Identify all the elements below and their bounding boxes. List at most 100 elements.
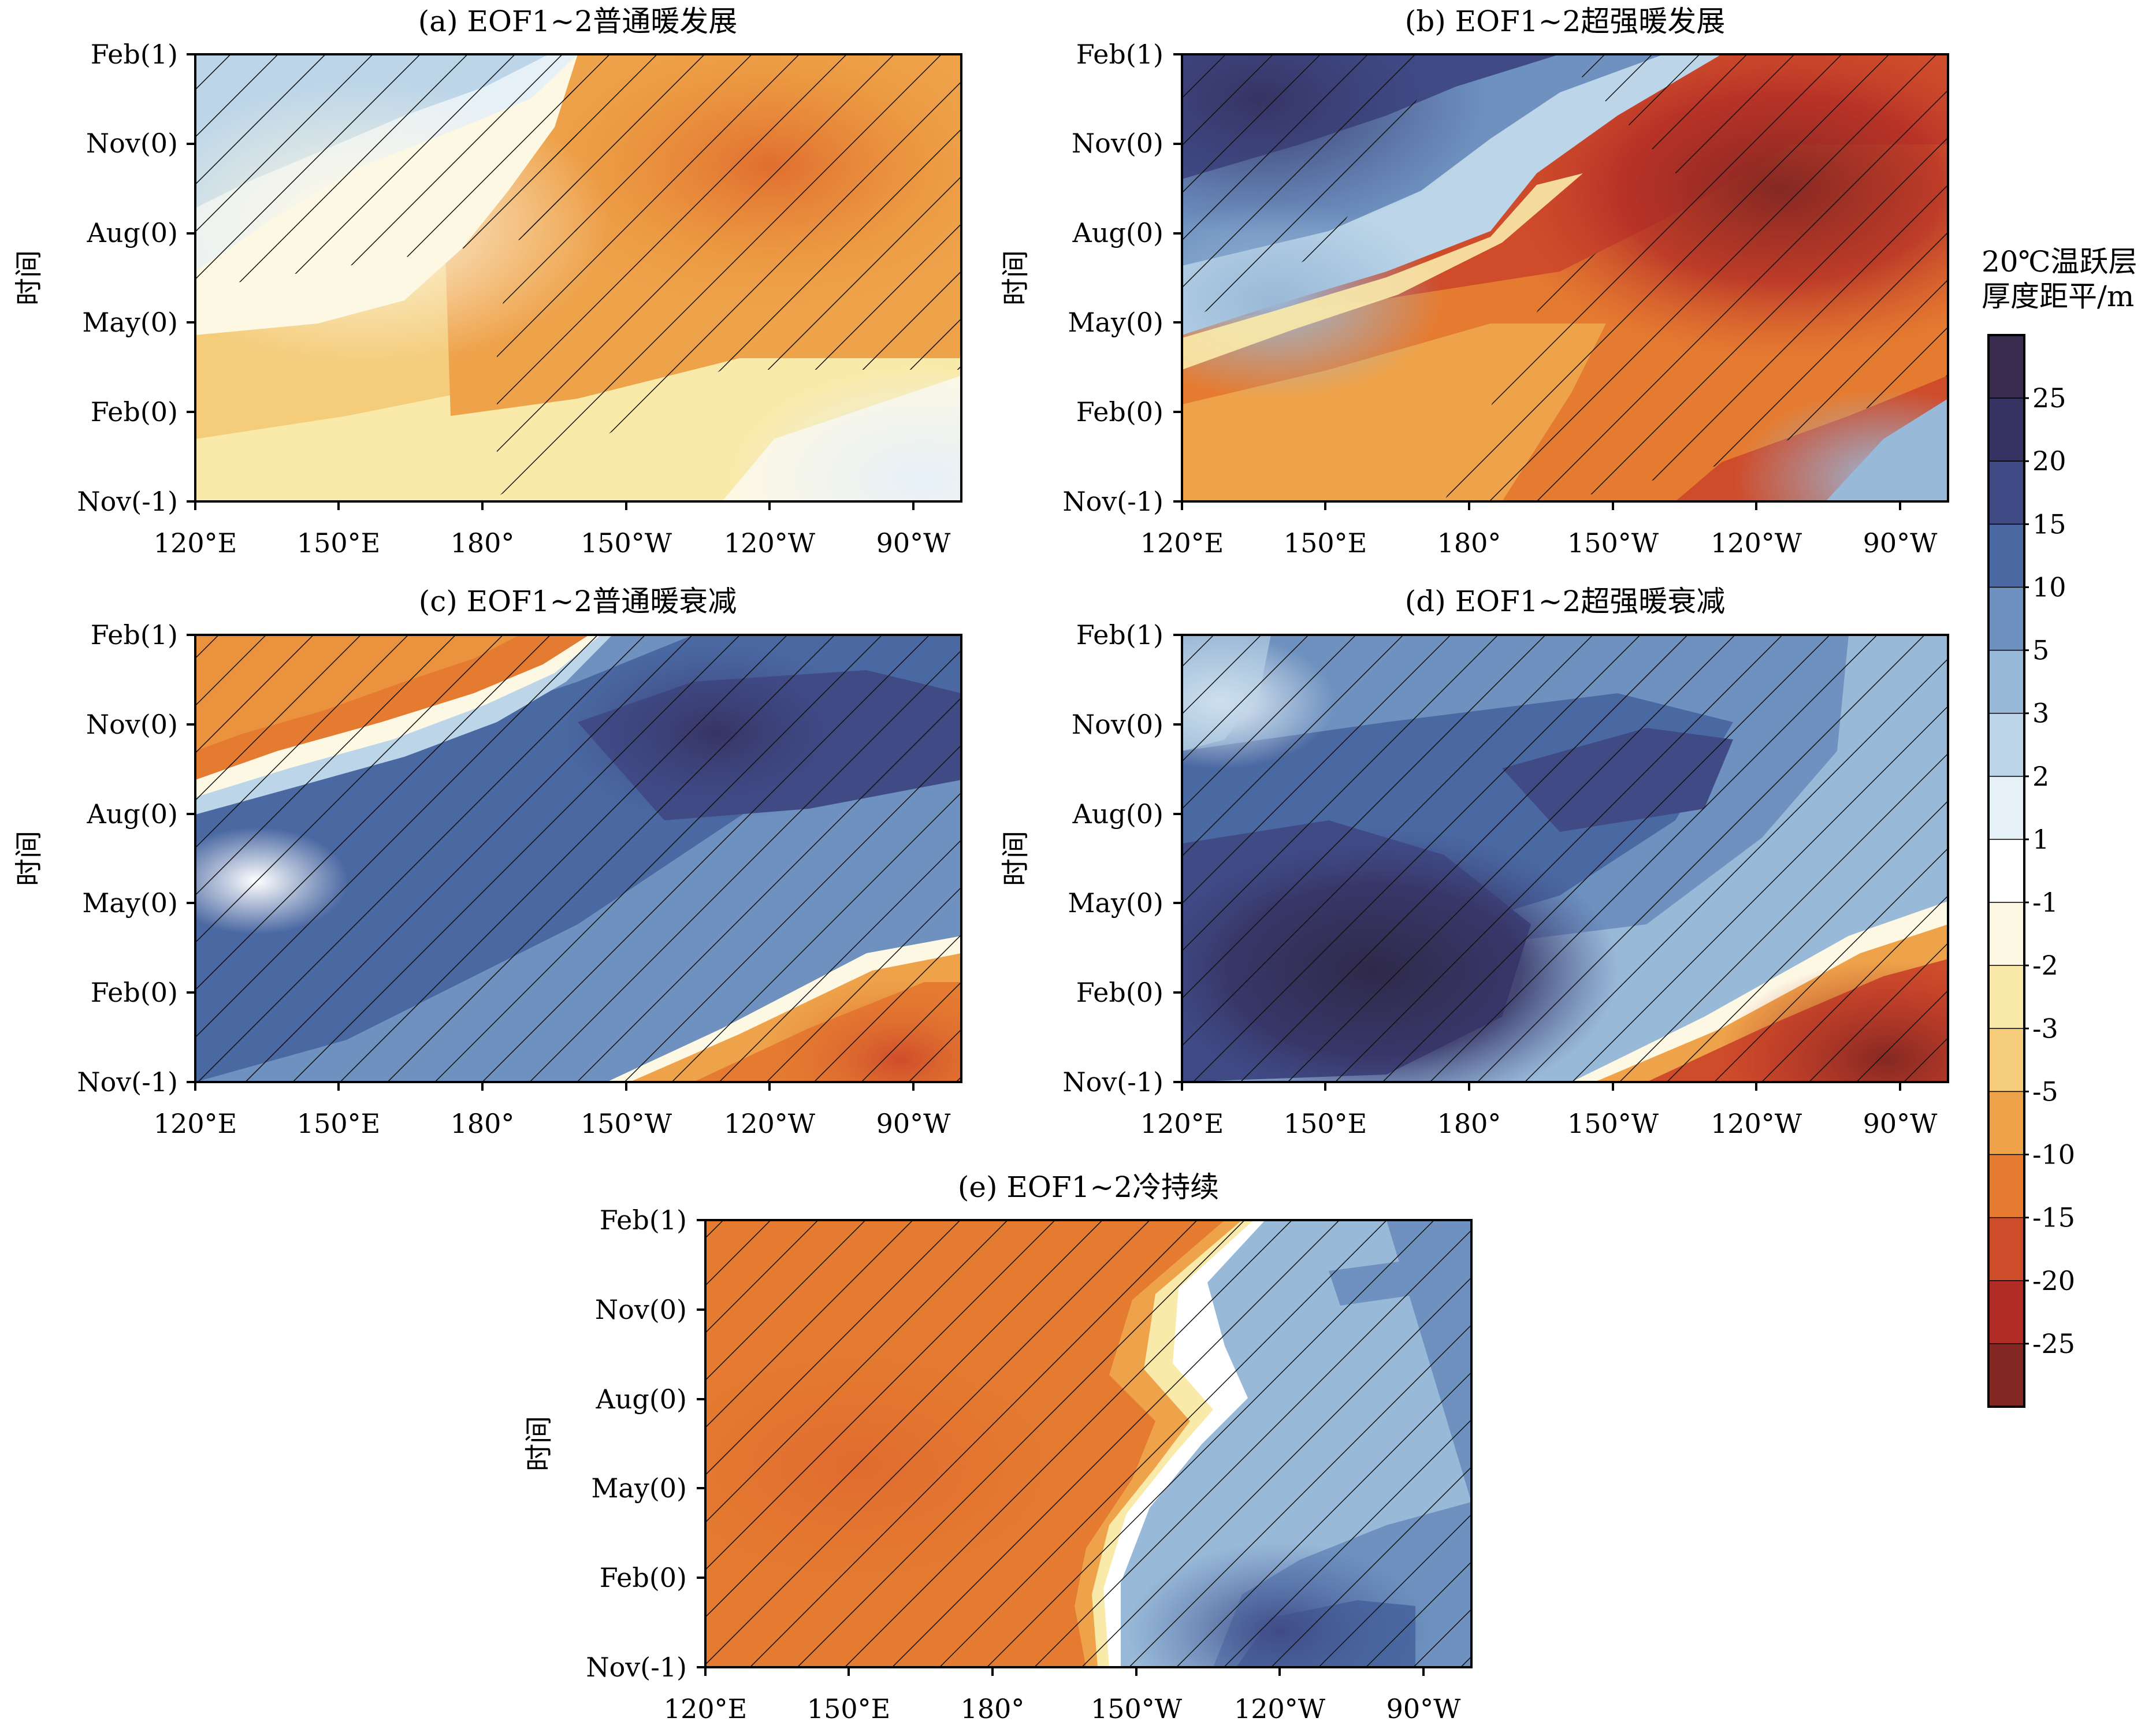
panel-d-ytick: Feb(1) [1076,619,1164,650]
panel-e-xticks: 120°E 150°E 180° 150°W 120°W 90°W [664,1693,1461,1724]
colorbar-level-label: 1 [2032,824,2049,855]
colorbar-swatch [1988,965,2025,1029]
panel-e-ytick: Nov(0) [595,1294,687,1325]
panel-e-ytick: May(0) [591,1473,687,1504]
panel-c-xtick: 180° [451,1108,515,1139]
panel-b-ytick: Feb(0) [1076,396,1164,427]
colorbar-level-label: -20 [2032,1265,2075,1296]
panel-e-ytick: Feb(1) [600,1204,687,1236]
panel-c-ytick: Aug(0) [87,798,178,830]
panel-c-field [195,635,961,1082]
panel-e-yticks: Feb(1) Nov(0) Aug(0) May(0) Feb(0) Nov(-… [586,1204,687,1683]
panel-b-field [1182,54,1948,501]
colorbar-swatch [1988,1091,2025,1155]
panel-a-xticks: 120°E 150°E 180° 150°W 120°W 90°W [154,527,951,559]
panel-d-xtick: 90°W [1863,1108,1938,1139]
colorbar-swatch [1988,397,2025,462]
colorbar-swatch [1988,1217,2025,1282]
panel-e-xtick: 180° [961,1693,1025,1724]
colorbar-level-label: 5 [2032,635,2049,666]
colorbar-swatch [1988,523,2025,588]
colorbar-swatch [1988,649,2025,714]
panel-c-ytick: Nov(0) [86,709,178,740]
panel-a-xtick: 90°W [876,527,951,559]
panel-b-ytick: Nov(0) [1072,128,1164,159]
colorbar-frame [1987,334,2025,1408]
panel-b-tickmarks [1173,53,1901,510]
panel-b-xtick: 120°E [1140,527,1224,559]
colorbar-level-label: 3 [2032,698,2049,729]
panel-e-ytick: Aug(0) [596,1384,687,1415]
panel-a-ylabel: 时间 [13,250,45,306]
panel-a-xtick: 180° [451,527,515,559]
colorbar-swatch [1988,712,2025,778]
panel-b-xtick: 150°E [1284,527,1367,559]
panel-a-xtick: 120°E [154,527,237,559]
colorbar-swatches [1988,334,2025,1408]
panel-a-ytick: May(0) [82,307,178,338]
panel-c-xticks: 120°E 150°E 180° 150°W 120°W 90°W [154,1108,951,1139]
panel-e-field [705,1220,1471,1667]
colorbar-level-label: 10 [2032,571,2066,603]
colorbar-swatch [1988,1343,2025,1408]
panel-d-ytick: Nov(-1) [1062,1066,1164,1098]
panel-e-ylabel: 时间 [523,1416,555,1471]
colorbar-level-label: -2 [2032,950,2058,981]
panel-d-field [1182,635,1948,1082]
panel-a-ytick: Aug(0) [87,217,178,248]
panel-d-xtick: 180° [1437,1108,1501,1139]
colorbar-swatch [1988,1154,2025,1218]
panel-a-xtick: 120°W [724,527,816,559]
colorbar-title-line-1: 20℃温跃层 [1982,245,2138,278]
panel-b-xtick: 180° [1437,527,1501,559]
panel-e-ytick: Feb(0) [600,1562,687,1593]
colorbar-swatch [1988,1028,2025,1092]
colorbar-title-line-2: 厚度距平/m [1982,280,2134,313]
panel-c-title: (c) EOF1~2普通暖衰减 [419,585,737,618]
colorbar-level-label: 2 [2032,761,2049,792]
panel-d-ytick: May(0) [1068,887,1164,919]
colorbar-level-label: 15 [2032,508,2066,540]
colorbar-swatch [1988,1280,2025,1345]
panel-e-xtick: 150°E [807,1693,890,1724]
panel-e-xtick: 90°W [1386,1693,1462,1724]
panel-c-xtick: 120°W [724,1108,816,1139]
colorbar-level-label: -25 [2032,1328,2075,1359]
panel-d-tickmarks [1173,634,1901,1091]
panel-d-xtick: 120°W [1711,1108,1802,1139]
colorbar-swatch [1988,460,2025,525]
panel-e-xtick: 150°W [1091,1693,1183,1724]
panel-a-xtick: 150°E [297,527,380,559]
panel-b-xtick: 120°W [1711,527,1802,559]
panel-c-ytick: May(0) [82,887,178,919]
panel-d-ylabel: 时间 [999,831,1032,886]
panel-b-xticks: 120°E 150°E 180° 150°W 120°W 90°W [1140,527,1938,559]
panel-b-xtick: 90°W [1863,527,1938,559]
panel-e: (e) EOF1~2冷持续 时间 Feb(1) Nov(0) Aug(0) Ma… [523,1170,1473,1724]
panel-d-xticks: 120°E 150°E 180° 150°W 120°W 90°W [1140,1108,1938,1139]
panel-a-ytick: Nov(0) [86,128,178,159]
panel-c-yticks: Feb(1) Nov(0) Aug(0) May(0) Feb(0) Nov(-… [77,619,178,1098]
panel-b: (b) EOF1~2超强暖发展 时间 Feb(1) Nov(0) Aug(0) … [999,5,1949,559]
panel-a: (a) EOF1~2普通暖发展 时间 Feb(1) Nov(0) Aug(0) … [13,5,962,559]
colorbar-labels: 25 20 15 10 5 3 2 1 -1 -2 -3 -5 -10 -15 -20 -25 [2024,382,2075,1359]
panel-b-ytick: Feb(1) [1076,39,1164,70]
panel-e-xtick: 120°E [664,1693,747,1724]
panel-d-ytick: Aug(0) [1072,798,1164,830]
panel-c-xtick: 120°E [154,1108,237,1139]
panel-e-xtick: 120°W [1234,1693,1326,1724]
colorbar-level-label: 20 [2032,445,2066,477]
panel-c-ylabel: 时间 [13,831,45,886]
panel-d-title: (d) EOF1~2超强暖衰减 [1405,585,1726,618]
panel-b-title: (b) EOF1~2超强暖发展 [1405,5,1726,38]
panel-a-xtick: 150°W [581,527,672,559]
panel-b-ytick: Aug(0) [1072,217,1164,248]
colorbar: 20℃温跃层 厚度距平/m 25 20 15 10 5 3 2 1 -1 -2 -3 -5 -10 -15… [1982,245,2138,1408]
panel-b-ytick: May(0) [1068,307,1164,338]
panel-a-ytick: Feb(1) [91,39,178,70]
panel-e-title: (e) EOF1~2冷持续 [958,1170,1219,1204]
panel-a-field [195,54,961,501]
panel-a-tickmarks [187,53,915,510]
panel-e-ytick: Nov(-1) [586,1652,687,1683]
